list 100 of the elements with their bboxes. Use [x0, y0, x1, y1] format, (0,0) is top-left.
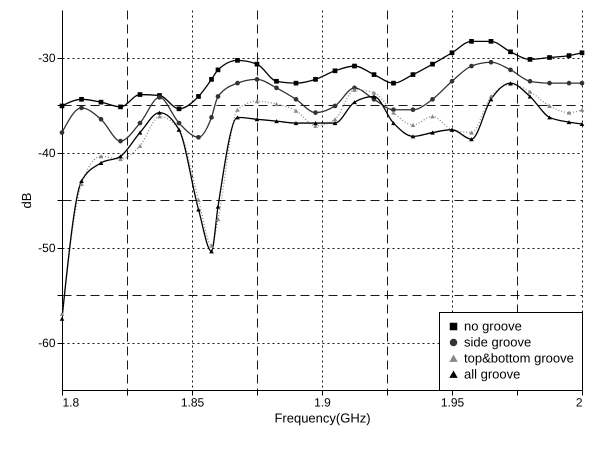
point — [235, 108, 240, 112]
point — [274, 78, 279, 84]
point — [294, 80, 298, 86]
point — [410, 134, 416, 138]
point — [196, 134, 201, 140]
point — [254, 117, 260, 122]
point — [580, 80, 584, 86]
y-tick-label: -50 — [38, 241, 56, 255]
point — [566, 53, 572, 58]
point — [580, 108, 584, 112]
point — [196, 207, 201, 212]
point — [294, 96, 298, 102]
point — [209, 249, 214, 254]
y-tick-label: -30 — [38, 51, 56, 65]
x-tick-label: 2 — [576, 396, 583, 410]
point — [254, 62, 260, 66]
point — [138, 144, 142, 148]
legend-label: side groove — [464, 334, 532, 350]
x-tick-label: 1.9 — [314, 396, 332, 410]
point — [450, 50, 454, 56]
point — [98, 100, 104, 104]
point — [391, 107, 396, 112]
point — [488, 97, 494, 102]
point — [209, 244, 214, 248]
point — [410, 122, 416, 127]
point — [580, 122, 584, 126]
legend-label: top&bottom groove — [464, 350, 574, 366]
point — [410, 107, 416, 112]
point — [98, 154, 104, 158]
point — [254, 77, 260, 82]
point — [450, 78, 454, 84]
legend-label: no groove — [464, 318, 522, 334]
point — [352, 64, 357, 68]
point — [547, 80, 552, 86]
point — [332, 68, 338, 74]
point — [528, 78, 532, 84]
point — [196, 94, 201, 99]
point — [118, 104, 123, 110]
x-tick-label: 1.95 — [440, 396, 464, 410]
point — [372, 94, 376, 98]
point — [235, 115, 240, 120]
point — [196, 198, 201, 202]
point — [528, 57, 532, 62]
point — [60, 130, 64, 135]
point — [138, 120, 142, 126]
point — [469, 64, 474, 68]
point — [209, 77, 214, 82]
point — [79, 106, 84, 110]
point — [235, 58, 240, 63]
point — [118, 138, 123, 144]
y-axis-title: dB — [19, 192, 34, 208]
point — [488, 60, 494, 65]
point — [566, 110, 572, 115]
point — [430, 62, 435, 66]
point — [157, 114, 162, 118]
point — [508, 49, 513, 54]
point — [216, 68, 220, 72]
point — [372, 72, 376, 77]
y-tick-label: -40 — [38, 146, 56, 160]
point — [79, 96, 84, 102]
x-axis-title: Frequency(GHz) — [274, 410, 371, 426]
point — [60, 104, 64, 108]
point — [332, 104, 338, 108]
point — [98, 116, 104, 122]
point — [157, 110, 162, 115]
point — [488, 39, 494, 44]
point — [566, 120, 572, 124]
point — [410, 72, 416, 77]
point — [547, 104, 552, 108]
point — [430, 130, 435, 135]
point — [332, 117, 338, 122]
point — [235, 80, 240, 86]
point — [547, 115, 552, 120]
point — [547, 55, 552, 60]
x-tick-label: 1.85 — [180, 396, 204, 410]
point — [138, 92, 142, 97]
point — [391, 121, 396, 126]
point — [566, 80, 572, 86]
point — [313, 77, 318, 82]
point — [60, 316, 64, 321]
point — [216, 94, 220, 99]
point — [391, 80, 396, 86]
point — [209, 115, 214, 120]
point — [313, 121, 318, 126]
point — [313, 110, 318, 115]
point — [118, 154, 123, 158]
y-tick-label: -60 — [38, 336, 56, 350]
x-tick-label: 1.8 — [62, 396, 80, 410]
point — [430, 96, 435, 102]
point — [176, 106, 182, 112]
point — [528, 94, 532, 98]
point — [216, 216, 220, 222]
point — [98, 160, 104, 165]
point — [60, 312, 64, 316]
point — [469, 39, 474, 44]
point — [274, 86, 279, 90]
point — [138, 130, 142, 135]
point — [430, 114, 435, 118]
point — [391, 110, 396, 115]
point — [79, 178, 84, 184]
